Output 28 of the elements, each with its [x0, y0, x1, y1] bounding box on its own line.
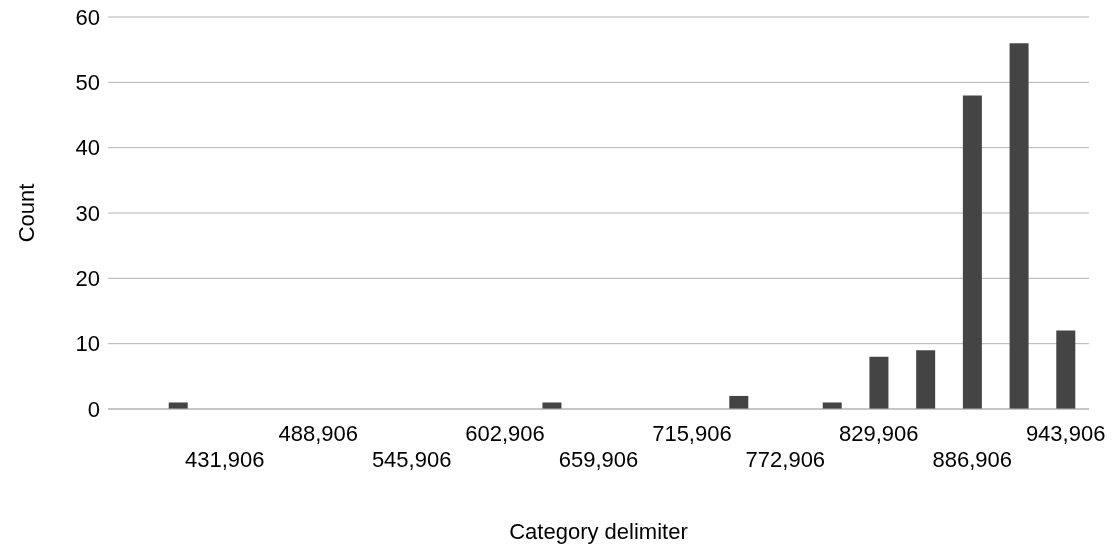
y-tick-label: 50	[75, 70, 100, 96]
x-tick-label: 488,906	[278, 421, 358, 446]
y-tick-label: 30	[75, 200, 100, 226]
bar	[869, 356, 889, 409]
y-tick-label: 60	[75, 4, 100, 30]
bar	[542, 402, 562, 409]
x-tick-label: 829,906	[839, 421, 919, 446]
y-tick-label: 20	[75, 266, 100, 292]
x-tick-label: 545,906	[371, 447, 452, 472]
y-tick-label: 0	[87, 396, 100, 422]
x-tick-label: 715,906	[652, 421, 732, 446]
x-tick-label: 943,906	[1025, 421, 1106, 446]
x-tick-label: 659,906	[558, 447, 639, 472]
bar	[822, 402, 842, 409]
x-tick-label: 602,906	[465, 421, 545, 446]
x-axis-title: Category delimiter	[509, 519, 688, 544]
y-tick-label: 40	[75, 135, 100, 161]
bar	[1009, 43, 1029, 409]
y-tick-label: 10	[75, 331, 100, 357]
x-tick-label: 772,906	[745, 447, 826, 472]
x-tick-label: 886,906	[932, 447, 1012, 472]
y-axis-title: Count	[13, 183, 39, 243]
x-tick-label: 431,906	[185, 447, 265, 472]
bar	[168, 402, 188, 409]
bar	[1056, 330, 1076, 409]
bar	[916, 350, 936, 409]
bar	[962, 95, 982, 409]
bar	[729, 395, 749, 409]
